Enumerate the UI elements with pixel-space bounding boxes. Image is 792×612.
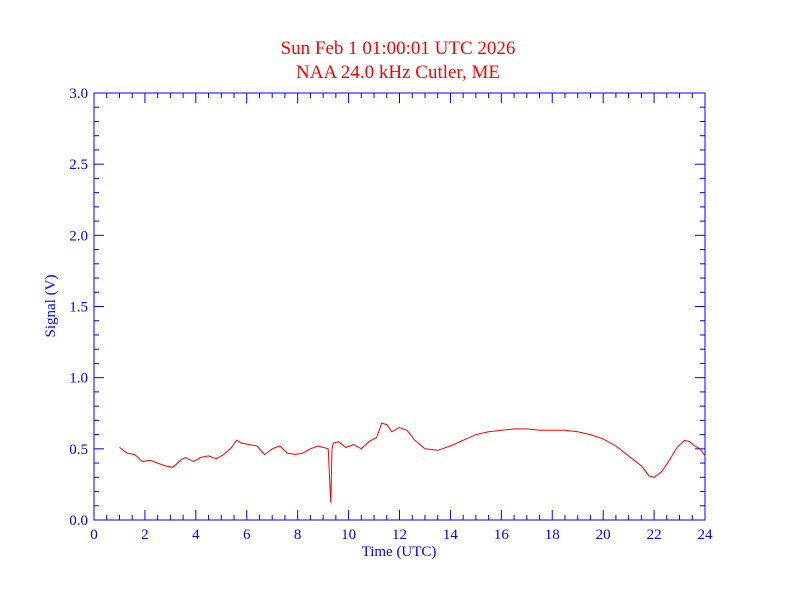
x-tick-label: 12 <box>392 527 407 543</box>
y-axis-label: Signal (V) <box>43 275 59 338</box>
x-tick-labels: 0 2 4 6 8 10 12 14 16 18 20 22 24 <box>90 527 713 543</box>
plot-frame <box>93 92 706 521</box>
chart-title: Sun Feb 1 01:00:01 UTC 2026 <box>281 38 516 59</box>
series-line <box>119 422 706 503</box>
y-tick-labels: 0.0 0.5 1.0 1.5 2.0 2.5 3.0 <box>69 86 88 529</box>
x-tick-label: 18 <box>545 527 560 543</box>
x-tick-label: 4 <box>192 527 200 543</box>
y-tick-label: 1.0 <box>69 371 88 387</box>
x-tick-label: 0 <box>90 527 98 543</box>
x-tick-label: 14 <box>443 527 459 543</box>
x-tick-label: 8 <box>294 527 302 543</box>
y-tick-label: 3.0 <box>69 86 88 102</box>
x-tick-label: 2 <box>141 527 149 543</box>
y-tick-label: 1.5 <box>69 300 88 316</box>
x-tick-label: 16 <box>494 527 510 543</box>
y-tick-label: 2.0 <box>69 228 88 244</box>
x-tick-label: 10 <box>341 527 356 543</box>
chart-subtitle: NAA 24.0 kHz Cutler, ME <box>296 62 500 83</box>
x-tick-label: 24 <box>698 527 714 543</box>
x-tick-label: 6 <box>243 527 251 543</box>
x-tick-label: 22 <box>647 527 662 543</box>
y-tick-label: 0.5 <box>69 442 88 458</box>
x-tick-label: 20 <box>596 527 611 543</box>
series-group <box>119 422 706 503</box>
y-tick-label: 0.0 <box>69 513 88 529</box>
y-tick-label: 2.5 <box>69 157 88 173</box>
axis-ticks <box>93 92 706 521</box>
x-axis-label: Time (UTC) <box>362 544 437 560</box>
